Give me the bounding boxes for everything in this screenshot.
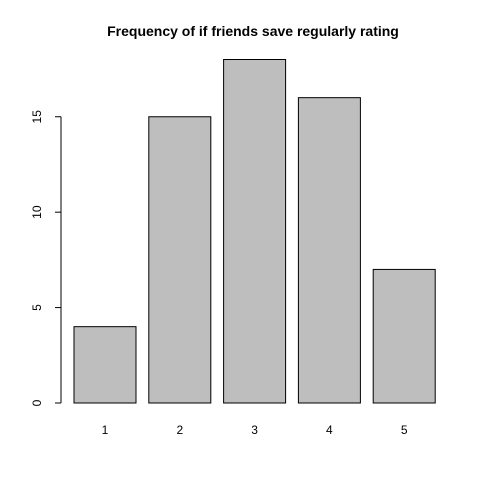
x-tick-label-4: 4 [326,423,333,437]
x-tick-label-5: 5 [401,423,408,437]
bar-5 [372,268,436,404]
y-tick-label-0: 0 [30,399,44,406]
x-tick-label-2: 2 [176,423,183,437]
chart-title: Frequency of if friends save regularly r… [107,23,399,39]
x-axis-labels: 1 2 3 4 5 [102,423,408,437]
bars-group [73,59,436,404]
x-tick-label-3: 3 [251,423,258,437]
bar-1 [73,326,137,404]
y-tick-label-10: 10 [30,205,44,219]
bar-4 [297,97,361,404]
y-tick-label-15: 15 [30,110,44,124]
y-tick-label-5: 5 [30,304,44,311]
y-axis: 0 5 10 15 [30,110,62,406]
bar-3 [223,59,287,404]
x-tick-label-1: 1 [102,423,109,437]
bar-2 [148,116,212,404]
